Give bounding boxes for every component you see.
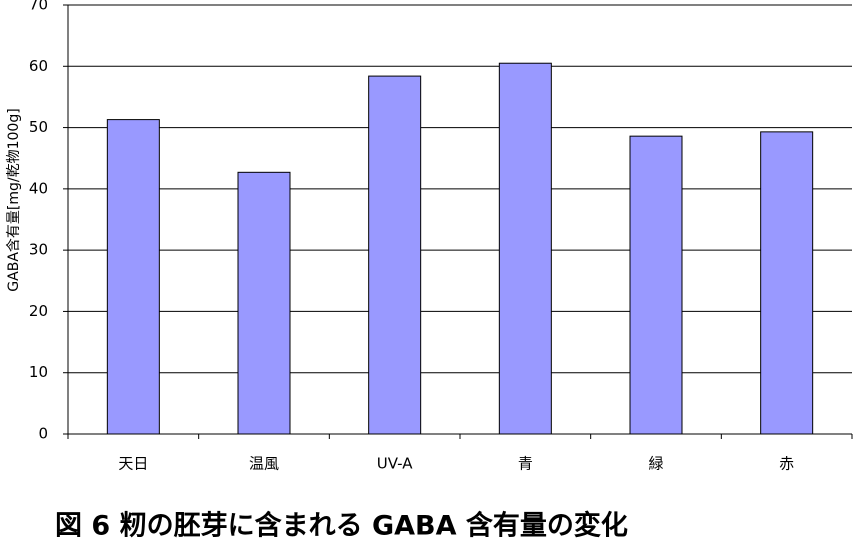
y-axis-label: GABA含有量[mg/乾物100g] bbox=[6, 108, 22, 291]
y-tick-label: 30 bbox=[29, 241, 48, 259]
bar bbox=[106, 119, 160, 435]
y-tick-label: 20 bbox=[29, 302, 48, 320]
y-tick-label: 10 bbox=[29, 363, 48, 381]
x-tick-label: 赤 bbox=[779, 455, 794, 473]
bar bbox=[237, 171, 291, 435]
y-tick-label: 0 bbox=[38, 425, 48, 443]
bar bbox=[368, 75, 422, 435]
x-tick-label: 天日 bbox=[118, 455, 148, 473]
x-tick-label: 青 bbox=[518, 455, 533, 473]
y-tick-label: 50 bbox=[29, 118, 48, 136]
bar bbox=[760, 131, 814, 435]
y-tick-label: 40 bbox=[29, 179, 48, 197]
y-tick-label: 70 bbox=[29, 0, 48, 14]
bar bbox=[498, 62, 552, 435]
bar bbox=[629, 135, 683, 435]
y-tick-label: 60 bbox=[29, 57, 48, 75]
x-tick-label: 温風 bbox=[249, 455, 279, 473]
x-tick-label: 緑 bbox=[648, 455, 663, 473]
chart-title: 図 6 籾の胚芽に含まれる GABA 含有量の変化 bbox=[55, 510, 628, 542]
x-tick-label: UV-A bbox=[377, 455, 413, 473]
